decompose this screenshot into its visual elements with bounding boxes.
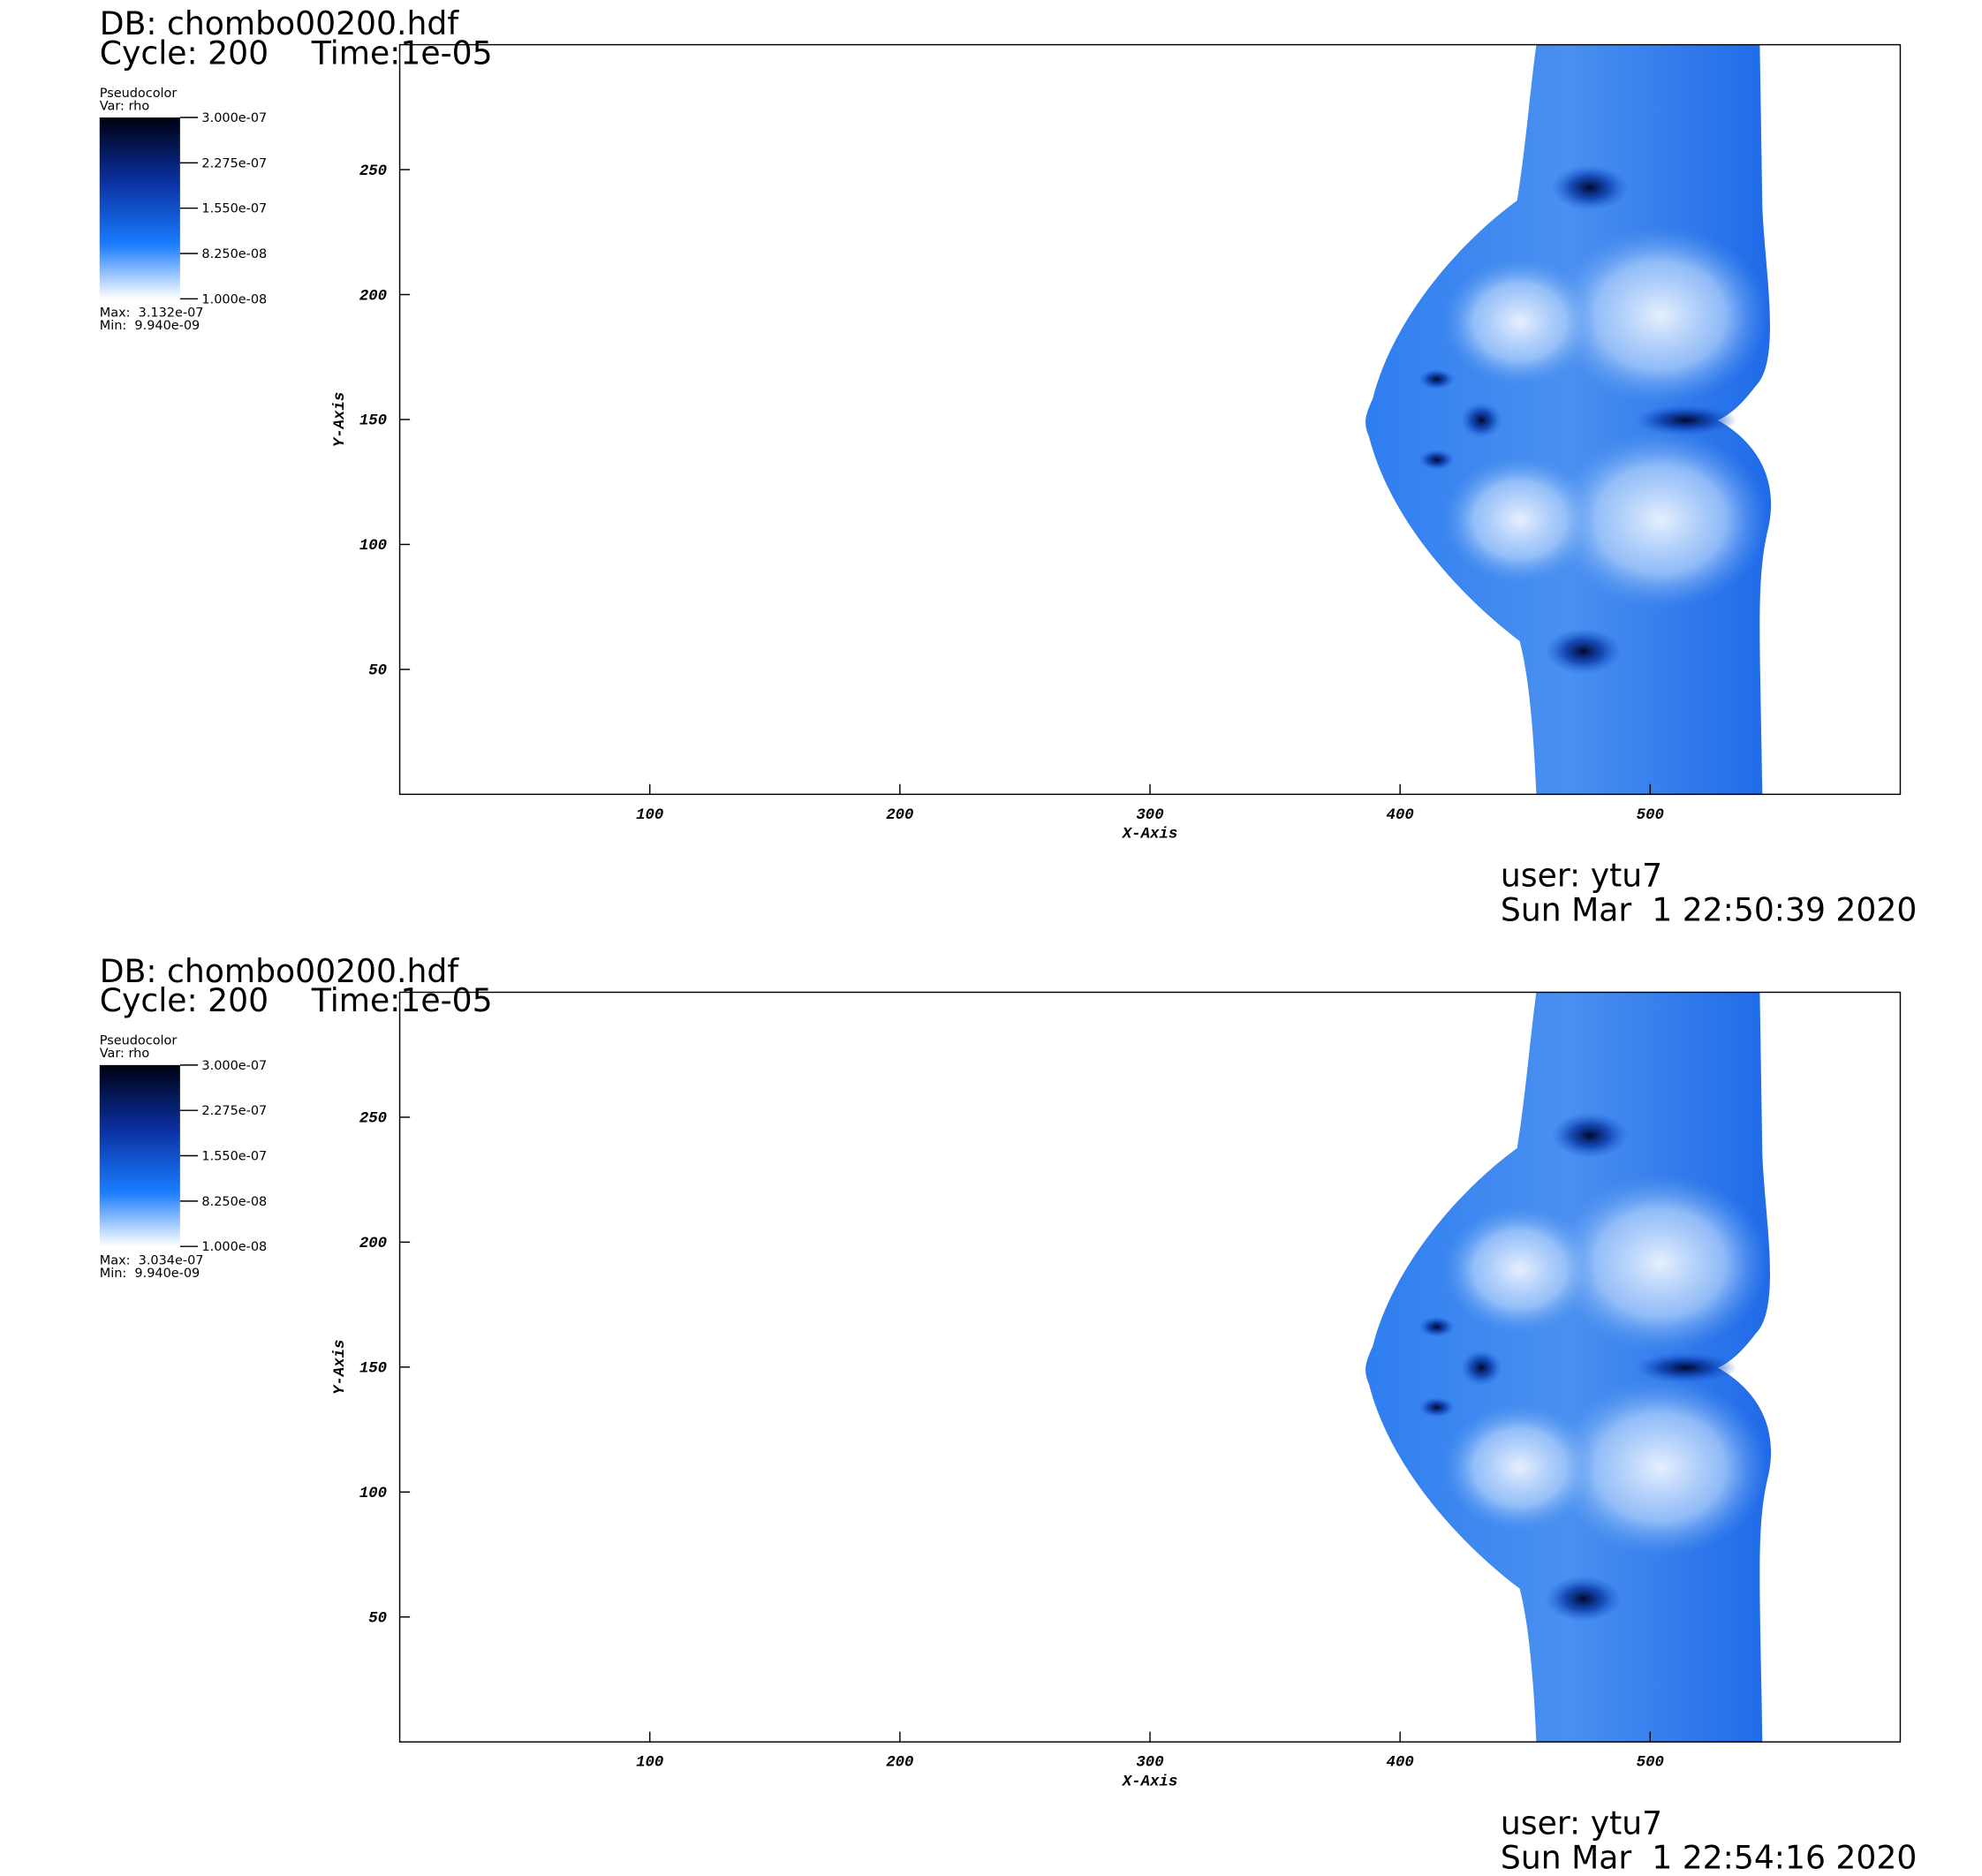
y-tick-label: 50: [368, 663, 387, 680]
legend-max: Max: 3.132e-07: [100, 306, 204, 321]
y-tick-label: 250: [359, 1111, 387, 1128]
colorbar-tick-label: 3.000e-07: [201, 111, 267, 125]
x-tick-label: 100: [636, 1755, 663, 1772]
colorbar-tick-label: 1.000e-08: [201, 1240, 267, 1254]
legend-min: Min: 9.940e-09: [100, 1267, 200, 1281]
time-label: Time:1e-05: [311, 34, 493, 72]
cycle-label: Cycle: 200: [100, 981, 269, 1019]
cycle-label: Cycle: 200: [100, 34, 269, 72]
x-tick-label: 500: [1637, 1755, 1664, 1772]
colorbar-tick-label: 2.275e-07: [201, 1104, 267, 1118]
colorbar-tick-label: 1.550e-07: [201, 202, 267, 216]
x-tick-label: 400: [1387, 1755, 1414, 1772]
x-tick-label: 400: [1387, 807, 1414, 824]
colorbar-tick-label: 1.000e-08: [201, 292, 267, 306]
colorbar-tick-label: 2.275e-07: [201, 156, 267, 170]
colorbar-tick-label: 8.250e-08: [201, 247, 267, 261]
x-tick-label: 500: [1637, 807, 1664, 824]
y-tick-label: 100: [359, 1486, 387, 1502]
colorbar-tick-label: 1.550e-07: [201, 1150, 267, 1164]
x-tick-label: 300: [1136, 807, 1163, 824]
legend-title: Pseudocolor: [100, 1034, 178, 1048]
date-label: Sun Mar 1 22:54:16 2020: [1501, 1838, 1917, 1876]
colorbar: [99, 117, 180, 299]
colorbar-tick-label: 3.000e-07: [201, 1059, 267, 1073]
y-axis-label: Y-Axis: [332, 1340, 349, 1395]
db-label: DB: chombo00200.hdf: [100, 952, 460, 990]
y-tick-label: 200: [359, 1236, 387, 1252]
legend-max: Max: 3.034e-07: [100, 1253, 204, 1267]
legend-min: Min: 9.940e-09: [100, 319, 200, 333]
y-tick-label: 100: [359, 538, 387, 555]
user-label: user: ytu7: [1501, 1804, 1662, 1842]
time-label: Time:1e-05: [311, 981, 493, 1019]
user-label: user: ytu7: [1501, 856, 1662, 894]
x-tick-label: 200: [886, 1755, 913, 1772]
legend-var: Var: rho: [100, 99, 150, 113]
y-tick-label: 200: [359, 288, 387, 305]
x-tick-label: 200: [886, 807, 913, 824]
pseudocolor-field: [1365, 44, 1772, 795]
x-tick-label: 100: [636, 807, 663, 824]
colorbar: [99, 1064, 180, 1247]
x-tick-label: 300: [1136, 1755, 1163, 1772]
y-tick-label: 150: [359, 1361, 387, 1378]
y-tick-label: 150: [359, 413, 387, 430]
x-axis-label: X-Axis: [1122, 826, 1177, 843]
db-label: DB: chombo00200.hdf: [100, 4, 460, 42]
pseudocolor-field: [1365, 992, 1772, 1743]
legend-title: Pseudocolor: [100, 87, 178, 101]
y-tick-label: 50: [368, 1611, 387, 1628]
date-label: Sun Mar 1 22:50:39 2020: [1501, 890, 1917, 928]
x-axis-label: X-Axis: [1122, 1774, 1177, 1790]
legend-var: Var: rho: [100, 1047, 150, 1061]
y-tick-label: 250: [359, 163, 387, 180]
colorbar-tick-label: 8.250e-08: [201, 1195, 267, 1209]
y-axis-label: Y-Axis: [332, 392, 349, 447]
